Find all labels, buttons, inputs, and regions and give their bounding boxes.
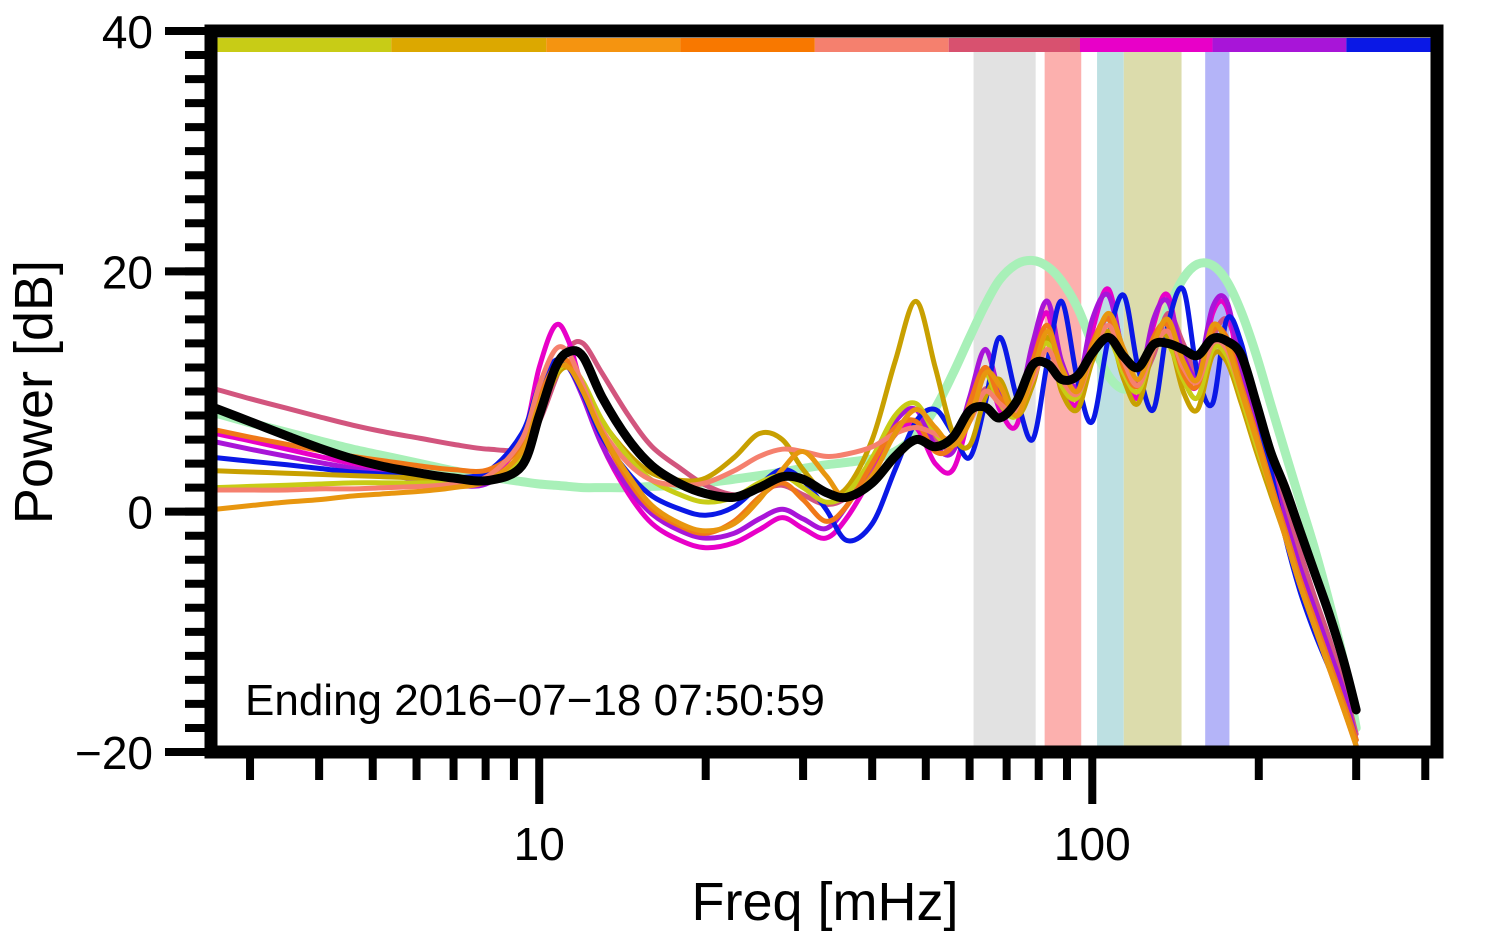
y-axis-ticks <box>165 27 211 756</box>
x-axis-ticks <box>246 752 1430 804</box>
colorbar-segment-7 <box>1212 38 1347 52</box>
x-tick-label: 100 <box>1054 818 1131 870</box>
frequency-colorbar <box>217 38 1431 52</box>
ending-timestamp-annotation: Ending 2016−07−18 07:50:59 <box>245 676 825 725</box>
colorbar-segment-4 <box>814 38 949 52</box>
y-tick-label: −20 <box>75 727 153 779</box>
colorbar-segment-6 <box>1079 38 1213 52</box>
x-axis-tick-labels: 10 100 <box>514 818 1131 870</box>
colorbar-segment-2 <box>546 38 681 52</box>
colorbar-segment-8 <box>1346 38 1431 52</box>
colorbar-segment-0 <box>217 38 392 52</box>
colorbar-segment-3 <box>680 38 815 52</box>
x-tick-label: 10 <box>514 818 565 870</box>
spectrum-curves <box>211 255 1361 749</box>
y-tick-label: 0 <box>127 487 153 539</box>
y-tick-label: 40 <box>102 6 153 58</box>
colorbar-segment-1 <box>391 38 547 52</box>
y-tick-label: 20 <box>102 246 153 298</box>
x-axis-title: Freq [mHz] <box>691 872 958 932</box>
curve-mean <box>211 332 1361 715</box>
y-axis-tick-labels: −20 0 20 40 <box>75 6 153 779</box>
y-axis-title: Power [dB] <box>4 260 64 524</box>
curve-trace-amber <box>213 310 1359 749</box>
colorbar-segment-5 <box>948 38 1080 52</box>
plot-frame <box>204 24 1444 759</box>
